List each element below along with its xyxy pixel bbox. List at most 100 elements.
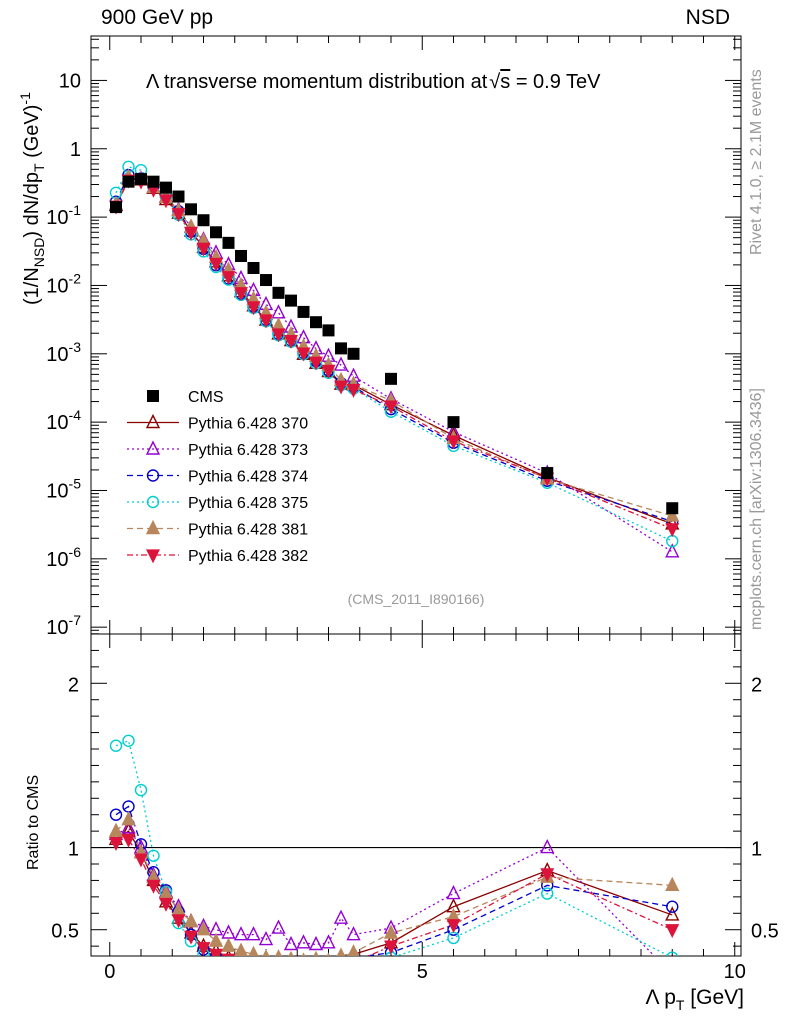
cms-data-point xyxy=(310,316,322,329)
ratio-series-point xyxy=(666,900,679,913)
y-tick-label: 1 xyxy=(70,139,81,161)
ratio-series-point xyxy=(310,964,322,976)
ratio-series-point xyxy=(666,951,679,956)
chart-title-s: s xyxy=(500,71,510,93)
ratio-series-point xyxy=(313,950,319,956)
ratio-series-point xyxy=(171,914,186,929)
ratio-series-point xyxy=(196,921,211,936)
ratio-series-point xyxy=(208,932,224,947)
ratio-series-point xyxy=(248,964,259,975)
ratio-series-point xyxy=(122,734,135,747)
ratio-series-point xyxy=(323,964,335,976)
cms-data-point xyxy=(147,175,160,188)
ratio-series-point xyxy=(260,962,272,974)
ratio-series-point xyxy=(285,962,297,974)
ratio-series-point xyxy=(260,964,272,976)
header-left-label: 900 GeV pp xyxy=(101,6,214,29)
ratio-series-point xyxy=(121,819,136,834)
ratio-series-point xyxy=(223,959,234,970)
legend-marker xyxy=(146,549,160,564)
ratio-y-tick-label: 2 xyxy=(68,674,79,696)
main-series-point xyxy=(321,364,336,379)
ratio-y-tick-label-right: 0.5 xyxy=(751,921,779,943)
cms-data-point xyxy=(235,249,247,262)
cms-data-point xyxy=(297,305,310,318)
ratio-series-point xyxy=(446,885,461,900)
main-series-point xyxy=(346,383,361,398)
main-series-point xyxy=(171,208,186,223)
x-axis-label: Λ pT [GeV] xyxy=(646,986,744,1013)
y-tick-label: 10-1 xyxy=(46,202,81,229)
main-series-point xyxy=(296,347,311,362)
ratio-series-point xyxy=(283,935,299,951)
cms-data-point xyxy=(197,214,210,227)
ratio-series-point xyxy=(196,942,211,956)
main-series-point xyxy=(271,304,286,319)
ratio-series-point xyxy=(235,959,247,971)
ratio-series-point xyxy=(333,909,349,924)
legend-label: Pythia 6.428 373 xyxy=(188,442,308,459)
cms-data-point xyxy=(260,274,272,287)
ratio-series-point xyxy=(323,964,335,976)
ratio-series-point xyxy=(273,966,285,978)
y-tick-label: 10-7 xyxy=(46,612,81,639)
main-plot-frame xyxy=(90,35,742,635)
chart-title-main: Λ transverse momentum distribution at xyxy=(146,71,488,93)
ratio-series-point xyxy=(134,783,148,797)
ratio-series-point xyxy=(541,887,554,900)
y-tick-label: 10 xyxy=(59,70,81,92)
legend-marker xyxy=(145,519,161,535)
main-series-point xyxy=(334,380,348,395)
cms-data-point xyxy=(222,236,235,249)
x-tick-label: 5 xyxy=(417,961,428,983)
cms-data-point xyxy=(335,342,347,355)
cms-data-point xyxy=(135,173,147,186)
ratio-y-tick-label-right: 1 xyxy=(751,839,762,861)
ratio-series-point xyxy=(540,868,555,883)
main-series-point xyxy=(446,435,461,450)
ratio-series-point xyxy=(286,965,297,976)
cms-data-point xyxy=(172,190,185,203)
legend-marker xyxy=(146,469,160,482)
ratio-series-point xyxy=(109,837,123,851)
ratio-series-point xyxy=(348,958,360,970)
legend-cms-marker xyxy=(147,390,159,402)
ratio-series-point xyxy=(336,947,346,956)
ratio-series-point xyxy=(159,897,173,912)
main-series-point xyxy=(384,400,398,415)
cms-data-point xyxy=(285,294,297,307)
main-series-point xyxy=(259,314,273,329)
ratio-series-point xyxy=(261,965,272,976)
main-series-point xyxy=(184,226,198,241)
legend-label: Pythia 6.428 382 xyxy=(188,548,308,565)
ratio-series-point xyxy=(108,822,124,837)
cms-data-point xyxy=(110,201,122,214)
ratio-series-point xyxy=(262,949,270,956)
ratio-series-point xyxy=(225,949,232,956)
ratio-series-point xyxy=(285,964,297,976)
ratio-series-point xyxy=(234,942,248,956)
ratio-series-point xyxy=(261,964,272,975)
main-series-point xyxy=(271,328,286,343)
ratio-series-point xyxy=(321,934,336,949)
ratio-series-point xyxy=(212,954,220,956)
ratio-series-point xyxy=(183,912,199,928)
main-y-axis-label: (1/NNSD) dN/dpT (GeV)-1 xyxy=(17,92,47,305)
main-series-point xyxy=(196,242,211,257)
cms-data-point xyxy=(322,324,335,337)
ratio-series-point xyxy=(121,811,136,826)
main-series-point xyxy=(333,356,349,371)
main-series-point xyxy=(209,257,223,272)
ratio-series-point xyxy=(336,959,347,970)
ratio-series-point xyxy=(326,952,331,956)
ratio-series-point xyxy=(298,965,310,977)
ratio-series-point xyxy=(236,960,247,971)
ratio-y-tick-label: 1 xyxy=(68,839,79,861)
ratio-series-point xyxy=(665,924,680,939)
ratio-series-point xyxy=(298,967,309,978)
analysis-id-label: (CMS_2011_I890166) xyxy=(348,591,485,607)
cms-data-point xyxy=(447,416,460,429)
ratio-series-point xyxy=(447,931,460,945)
ratio-series-point xyxy=(221,937,236,952)
ratio-plot-frame xyxy=(90,633,742,957)
